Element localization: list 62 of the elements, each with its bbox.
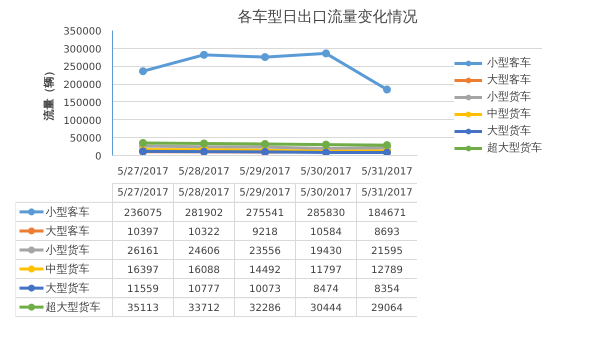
x-tick-label: 5/31/2017 (361, 166, 413, 178)
text: 大型货车 (46, 282, 90, 295)
category-label: 5/31/2017 (361, 187, 413, 198)
data-label: 281902 (184, 208, 224, 219)
data-label: 32286 (249, 303, 281, 314)
y-tick-label: 150000 (63, 98, 102, 109)
category-label: 5/30/2017 (300, 187, 352, 198)
x-tick-label: 5/29/2017 (239, 166, 291, 178)
x-tick-label: 5/30/2017 (300, 166, 352, 178)
data-label: 10073 (249, 284, 281, 296)
text: 小型货车 (487, 90, 531, 103)
data-label: 10322 (188, 226, 220, 238)
data-label: 10584 (310, 226, 342, 238)
data-label: 24606 (188, 246, 220, 257)
data-label: 8693 (374, 226, 400, 238)
y-tick-label: 0 (95, 152, 102, 162)
legend-label: 超大型货车 (487, 140, 542, 155)
data-label: 16088 (188, 265, 220, 276)
legend-label: 大型客车 (46, 224, 90, 238)
data-label: 33712 (188, 303, 220, 314)
data-label: 285830 (306, 208, 346, 219)
y-tick-label: 200000 (63, 80, 102, 92)
data-label: 19430 (310, 246, 342, 257)
chart-title: 各车型日出口流量变化情况 (238, 8, 418, 26)
data-label: 23556 (249, 246, 281, 257)
x-tick-label: 5/28/2017 (178, 166, 230, 178)
legend-label: 小型客车 (487, 55, 531, 70)
data-label: 11559 (127, 284, 159, 296)
y-tick-label: 300000 (63, 44, 102, 56)
data-label: 236075 (124, 208, 162, 219)
legend-label: 大型货车 (487, 123, 531, 138)
data-label: 29064 (371, 303, 403, 314)
y-tick-label: 100000 (63, 116, 102, 127)
data-label: 8354 (374, 284, 400, 296)
text: 小型客车 (46, 205, 90, 218)
x-tick-label: 5/27/2017 (117, 166, 169, 178)
category-label: 5/28/2017 (178, 187, 230, 198)
legend-label: 中型货车 (487, 106, 531, 121)
y-tick-label: 350000 (63, 26, 102, 38)
y-tick-label: 50000 (70, 134, 102, 145)
data-label: 10777 (188, 284, 220, 296)
text: 中型货车 (46, 262, 90, 276)
category-label: 5/27/2017 (117, 187, 169, 198)
data-label: 16397 (127, 265, 159, 276)
y-tick-label: 250000 (63, 62, 102, 74)
data-label: 14492 (249, 265, 281, 276)
data-label: 35113 (127, 303, 159, 314)
data-label: 10397 (127, 226, 159, 238)
data-label: 275541 (246, 208, 284, 219)
data-label: 8474 (313, 284, 339, 296)
data-label: 11797 (310, 265, 342, 276)
data-label: 26161 (127, 246, 159, 257)
text: 超大型货车 (46, 300, 100, 314)
data-label: 12789 (371, 265, 403, 276)
category-label: 5/29/2017 (239, 187, 291, 198)
data-label: 9218 (252, 226, 278, 238)
text: 大型客车 (487, 73, 531, 86)
data-label: 184671 (368, 208, 406, 219)
legend-label: 小型货车 (46, 244, 90, 256)
data-label: 30444 (310, 303, 342, 314)
data-label: 21595 (371, 246, 403, 257)
y-axis-title: 流量（辆） (42, 66, 56, 122)
